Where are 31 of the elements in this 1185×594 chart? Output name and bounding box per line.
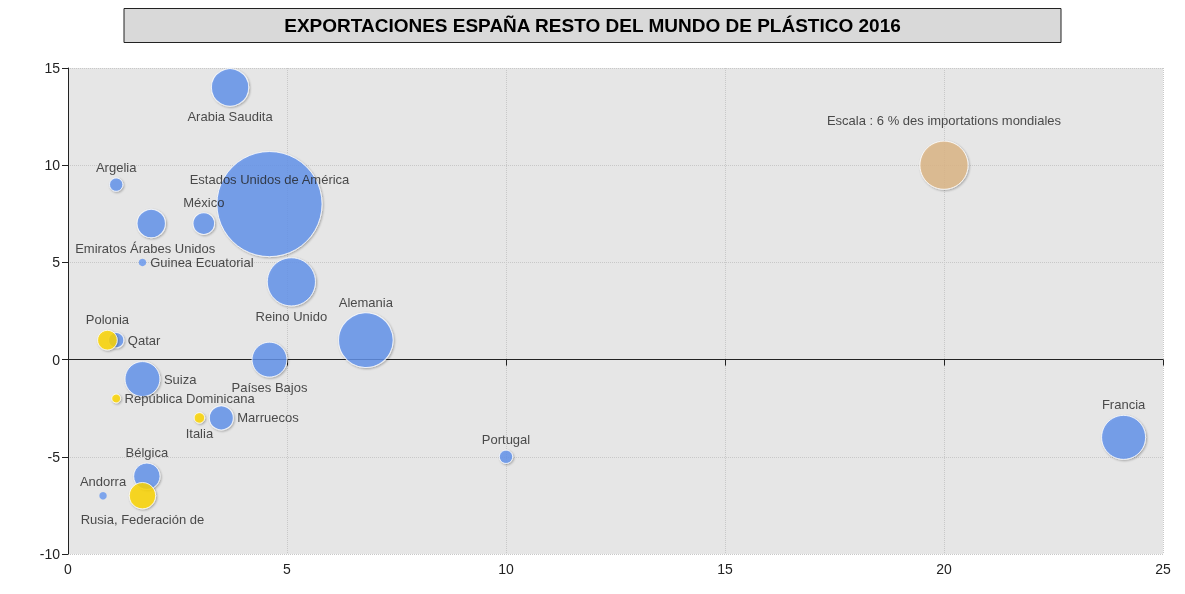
annotation: Marruecos [237,410,300,426]
annotation: Suiza [163,371,198,387]
annotation: Andorra [79,473,127,489]
annotation: Polonia [85,312,130,328]
x-tick-label: 25 [1155,561,1171,577]
series-label: Escala : 6 % des importations mondiales [826,112,1062,128]
y-tick-label: 10 [44,157,61,174]
annotation: Arabia Saudita [187,109,274,125]
x-tick-label: 20 [936,561,952,577]
x-tick-label: 5 [283,561,292,577]
x-tick-label: 15 [717,561,733,577]
annotation: Qatar [127,332,161,348]
annotation: Italia [185,426,214,442]
y-tick-label: 0 [52,351,61,368]
x-tick-label: 0 [64,561,73,577]
y-tick-label: -5 [47,448,61,465]
x-tick-label: 10 [498,561,514,577]
annotation: Emiratos Árabes Unidos [75,240,216,256]
annotation: Francia [1101,397,1147,413]
chart-title: EXPORTACIONES ESPAÑA RESTO DEL MUNDO DE PLÁSTICO 2016 [284,15,901,36]
annotation: Reino Unido [255,308,328,324]
annotation: Rusia, Federación de [80,511,205,527]
annotation: Portugal [481,432,531,448]
y-tick-label: 5 [52,254,61,271]
annotation: Bélgica [125,445,169,461]
annotation: Guinea Ecuatorial [150,254,254,270]
y-tick-label: -10 [39,546,61,562]
annotation: Argelia [95,159,138,175]
y-tick-label: 15 [44,60,61,76]
annotation: Países Bajos [231,380,308,396]
annotation: Alemania [338,294,394,310]
